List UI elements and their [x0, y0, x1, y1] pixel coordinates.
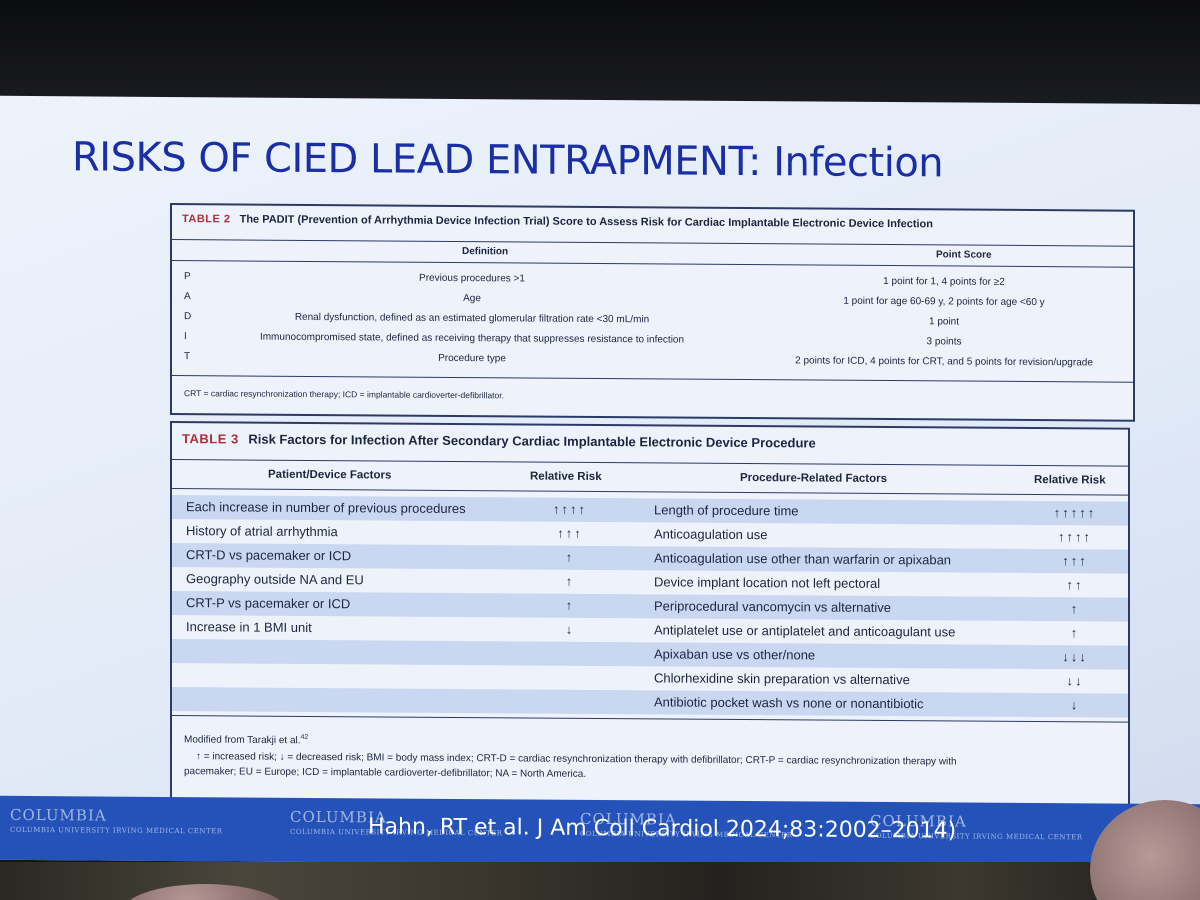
patient-factor-cell: Each increase in number of previous proc…	[186, 499, 466, 517]
header-definition: Definition	[462, 246, 509, 258]
table-divider	[172, 375, 1133, 383]
relative-risk-cell: ↑↑↑↑	[553, 501, 587, 517]
header-point-score: Point Score	[936, 249, 992, 261]
header-procedure-factors: Procedure-Related Factors	[740, 471, 887, 486]
header-patient-factors: Patient/Device Factors	[268, 468, 392, 482]
table-header: Definition Point Score	[172, 239, 1133, 268]
risk-factor-table: TABLE 3 Risk Factors for Infection After…	[170, 420, 1130, 808]
columbia-logo: COLUMBIA COLUMBIA UNIVERSITY IRVING MEDI…	[10, 806, 223, 835]
patient-factor-cell: Geography outside NA and EU	[186, 571, 364, 588]
relative-risk-cell: ↓	[565, 621, 575, 637]
padit-letter: I	[184, 331, 187, 343]
point-score-cell: 3 points	[926, 336, 962, 348]
procedure-factor-cell: Chlorhexidine skin preparation vs altern…	[654, 670, 910, 688]
relative-risk-cell: ↑	[565, 549, 575, 565]
padit-letter: P	[184, 271, 191, 283]
header-relative-risk-2: Relative Risk	[1034, 474, 1106, 487]
citation: Hahn, RT et al. J Am Coll Cardiol 2024;8…	[368, 814, 957, 844]
table-number: TABLE 2	[182, 213, 231, 226]
table-title: The PADIT (Prevention of Arrhythmia Devi…	[239, 213, 933, 231]
relative-risk-cell: ↑	[565, 597, 575, 613]
reference-number: 42	[300, 733, 309, 741]
relative-risk-cell: ↑	[565, 573, 575, 589]
point-score-cell: 2 points for ICD, 4 points for CRT, and …	[795, 355, 1093, 369]
padit-letter: T	[184, 351, 191, 363]
relative-risk-cell: ↓↓↓	[1062, 649, 1088, 665]
padit-letter: A	[184, 291, 191, 303]
relative-risk-cell: ↑↑↑↑	[1058, 529, 1092, 545]
modified-text: Modified from Tarakji et al.	[184, 734, 301, 747]
relative-risk-cell: ↑↑	[1066, 577, 1084, 593]
relative-risk-cell: ↓	[1070, 697, 1080, 713]
definition-cell: Immunocompromised state, defined as rece…	[259, 331, 685, 346]
patient-factor-cell: Increase in 1 BMI unit	[186, 619, 312, 635]
room-background-top	[0, 0, 1200, 108]
header-relative-risk-1: Relative Risk	[530, 470, 602, 484]
audience-head	[120, 884, 290, 900]
table-title: Risk Factors for Infection After Seconda…	[248, 431, 816, 451]
table-caption: TABLE 3 Risk Factors for Infection After…	[182, 431, 816, 450]
procedure-factor-cell: Antibiotic pocket wash vs none or nonant…	[654, 694, 924, 712]
procedure-factor-cell: Antiplatelet use or antiplatelet and ant…	[654, 622, 956, 640]
point-score-cell: 1 point	[928, 316, 960, 328]
patient-factor-cell: CRT-D vs pacemaker or ICD	[186, 547, 352, 564]
relative-risk-cell: ↑↑↑	[1062, 553, 1088, 569]
relative-risk-cell: ↑↑↑	[557, 525, 583, 541]
relative-risk-cell: ↑↑↑↑↑	[1053, 505, 1097, 521]
table-footnote: ↑ = increased risk; ↓ = decreased risk; …	[184, 749, 1126, 785]
procedure-factor-cell: Anticoagulation use other than warfarin …	[654, 550, 952, 568]
patient-factor-cell: CRT-P vs pacemaker or ICD	[186, 595, 351, 612]
slide-title: RISKS OF CIED LEAD ENTRAPMENT: Infection	[72, 134, 944, 187]
table-caption: TABLE 2 The PADIT (Prevention of Arrhyth…	[182, 213, 933, 230]
table-header: Patient/Device Factors Relative Risk Pro…	[172, 459, 1128, 496]
relative-risk-cell: ↓↓	[1066, 673, 1084, 689]
procedure-factor-cell: Device implant location not left pectora…	[654, 574, 881, 591]
procedure-factor-cell: Apixaban use vs other/none	[654, 646, 816, 663]
logo-name: COLUMBIA	[10, 805, 107, 825]
procedure-factor-cell: Length of procedure time	[654, 502, 799, 519]
padit-letter: D	[184, 311, 192, 323]
slide-footer: COLUMBIA COLUMBIA UNIVERSITY IRVING MEDI…	[0, 795, 1200, 869]
relative-risk-cell: ↑	[1070, 625, 1080, 641]
definition-cell: Age	[463, 293, 481, 305]
definition-cell: Procedure type	[438, 352, 506, 365]
table-footnote: CRT = cardiac resynchronization therapy;…	[184, 388, 504, 401]
point-score-cell: 1 point for 1, 4 points for ≥2	[883, 275, 1005, 288]
procedure-factor-cell: Periprocedural vancomycin vs alternative	[654, 598, 891, 616]
definition-cell: Previous procedures >1	[419, 272, 525, 285]
procedure-factor-cell: Anticoagulation use	[654, 526, 768, 543]
table-number: TABLE 3	[182, 431, 239, 447]
logo-subtitle: COLUMBIA UNIVERSITY IRVING MEDICAL CENTE…	[10, 825, 223, 836]
presentation-slide: RISKS OF CIED LEAD ENTRAPMENT: Infection…	[0, 95, 1200, 869]
padit-score-table: TABLE 2 The PADIT (Prevention of Arrhyth…	[170, 202, 1135, 422]
modified-note: Modified from Tarakji et al.42	[184, 729, 308, 748]
point-score-cell: 1 point for age 60-69 y, 2 points for ag…	[843, 295, 1045, 309]
patient-factor-cell: History of atrial arrhythmia	[186, 523, 338, 540]
definition-cell: Renal dysfunction, defined as an estimat…	[294, 311, 650, 326]
relative-risk-cell: ↑	[1070, 601, 1080, 617]
